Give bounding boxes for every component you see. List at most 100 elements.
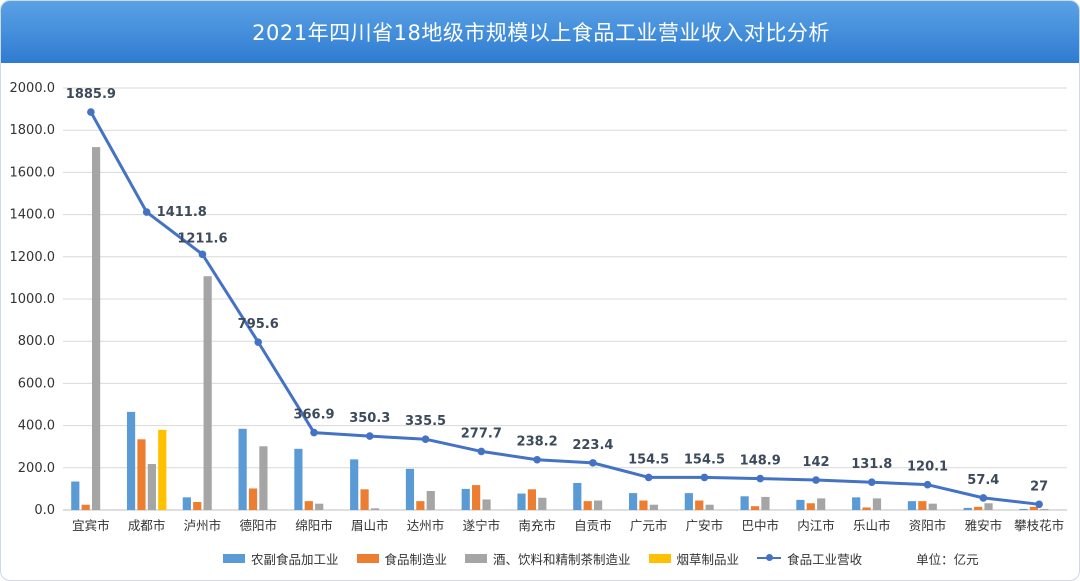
x-tick-label: 泸州市 — [184, 518, 222, 533]
bar-agri — [628, 493, 638, 510]
bar-food — [304, 501, 313, 510]
bar-liquor — [315, 503, 324, 510]
revenue-data-label: 148.9 — [740, 454, 781, 469]
bar-liquor — [593, 500, 603, 510]
bar-liquor — [203, 276, 212, 510]
revenue-point — [477, 447, 486, 456]
revenue-point — [310, 428, 318, 437]
bar-food — [81, 504, 90, 510]
legend-swatch-tobacco — [648, 553, 671, 563]
bar-agri — [796, 499, 805, 510]
y-tick-label: 1600.0 — [10, 165, 56, 180]
revenue-point — [644, 473, 653, 482]
x-tick-label: 眉山市 — [351, 518, 389, 533]
revenue-point — [533, 455, 541, 464]
revenue-point — [700, 473, 709, 482]
legend-item-revenue: 食品工业营收 — [757, 549, 862, 568]
legend-label-liquor: 酒、饮料和精制茶制造业 — [493, 551, 631, 567]
bar-food — [750, 506, 760, 510]
revenue-data-label: 1211.6 — [177, 231, 227, 246]
bar-agri — [573, 482, 582, 510]
chart-legend: 农副食品加工业 食品制造业 酒、饮料和精制茶制造业 烟草制品业 食品工业营收 单… — [223, 548, 979, 568]
x-tick-label: 绵阳市 — [295, 518, 333, 533]
revenue-point — [812, 476, 820, 484]
revenue-point — [756, 474, 765, 483]
revenue-point — [979, 494, 988, 502]
y-tick-label: 1200.0 — [10, 250, 56, 265]
legend-item-food: 食品制造业 — [356, 549, 448, 568]
revenue-data-label: 120.1 — [907, 460, 948, 475]
bar-liquor — [872, 498, 882, 510]
legend-swatch-agri — [223, 553, 245, 563]
bar-agri — [852, 497, 861, 510]
x-tick-label: 巴中市 — [741, 518, 779, 533]
bar-liquor — [370, 508, 380, 510]
bar-liquor — [1040, 508, 1049, 510]
revenue-data-label: 335.5 — [405, 414, 446, 429]
legend-item-liquor: 酒、饮料和精制茶制造业 — [465, 549, 631, 568]
chart-title: 2021年四川省18地级市规模以上食品工业营业收入对比分析 — [252, 21, 830, 45]
y-tick-label: 1800.0 — [10, 123, 56, 138]
legend-swatch-liquor — [465, 553, 488, 563]
x-tick-label: 乐山市 — [853, 518, 891, 533]
legend-item-tobacco: 烟草制品业 — [648, 549, 740, 568]
revenue-data-label: 223.4 — [572, 438, 613, 453]
bar-agri — [740, 496, 749, 510]
revenue-point — [254, 338, 263, 346]
x-tick-label: 成都市 — [128, 518, 166, 533]
bar-agri — [907, 501, 917, 510]
revenue-data-label: 142 — [802, 455, 829, 470]
bar-food — [527, 489, 537, 510]
x-tick-label: 广安市 — [686, 518, 724, 533]
bar-food — [806, 503, 815, 510]
bar-food — [472, 485, 481, 510]
x-tick-label: 雅安市 — [965, 518, 1003, 533]
bar-agri — [126, 411, 136, 510]
bar-liquor — [426, 491, 435, 510]
y-tick-label: 600.0 — [18, 376, 55, 391]
bar-agri — [71, 481, 80, 510]
legend-label-revenue: 食品工业营收 — [787, 551, 863, 567]
legend-label-agri: 农副食品加工业 — [251, 551, 339, 567]
revenue-data-label: 795.6 — [238, 317, 279, 332]
bar-agri — [963, 507, 972, 510]
bar-food — [1029, 506, 1039, 510]
revenue-point — [198, 250, 207, 259]
legend-label-food: 食品制造业 — [384, 551, 448, 567]
revenue-point — [87, 108, 95, 116]
bar-agri — [461, 488, 470, 510]
bar-food — [360, 489, 369, 510]
revenue-point — [365, 432, 374, 440]
y-tick-label: 400.0 — [18, 419, 55, 434]
revenue-point — [589, 459, 597, 467]
revenue-data-label: 154.5 — [684, 452, 725, 467]
bar-food — [248, 488, 258, 510]
revenue-point — [923, 480, 932, 489]
x-tick-label: 宜宾市 — [72, 518, 110, 533]
legend-swatch-revenue — [757, 553, 782, 563]
bar-liquor — [482, 499, 491, 510]
legend-item-agri: 农副食品加工业 — [223, 549, 339, 568]
revenue-point — [142, 208, 151, 216]
revenue-data-label: 154.5 — [628, 452, 669, 467]
bar-liquor — [259, 446, 268, 510]
bar-liquor — [928, 503, 937, 510]
unit-label: 单位：亿元 — [916, 551, 979, 567]
x-tick-label: 资阳市 — [909, 518, 947, 533]
bar-agri — [684, 493, 693, 510]
x-tick-label: 德阳市 — [239, 518, 277, 533]
bar-food — [137, 439, 146, 510]
revenue-data-label: 27 — [1030, 479, 1048, 494]
legend-label-tobacco: 烟草制品业 — [676, 551, 740, 567]
x-tick-label: 内江市 — [797, 518, 835, 533]
y-tick-label: 200.0 — [18, 461, 55, 476]
x-tick-label: 攀枝花市 — [1014, 518, 1064, 533]
x-tick-label: 达州市 — [407, 518, 445, 533]
revenue-data-label: 350.3 — [349, 411, 390, 426]
x-tick-label: 遂宁市 — [463, 518, 501, 533]
bar-agri — [517, 493, 526, 510]
bar-agri — [294, 448, 303, 510]
revenue-data-label: 1885.9 — [66, 87, 116, 102]
